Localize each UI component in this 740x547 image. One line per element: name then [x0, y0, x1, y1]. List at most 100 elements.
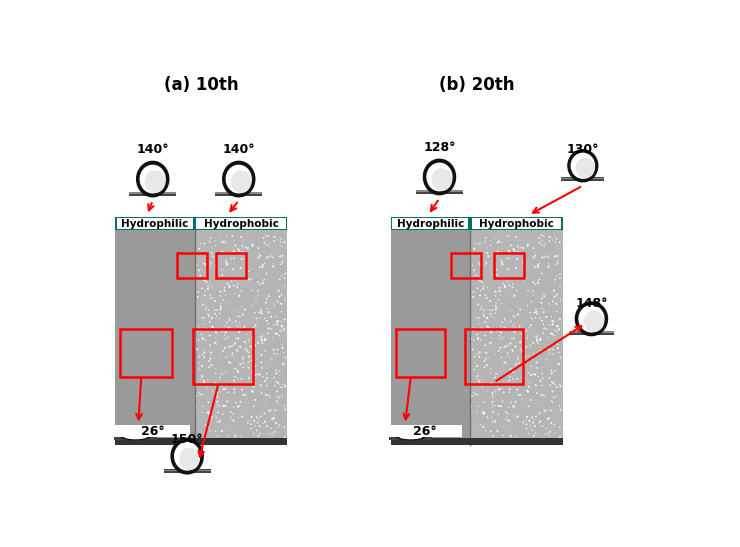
Point — [260, 399, 272, 408]
Point — [225, 415, 237, 424]
Point — [544, 373, 556, 382]
Ellipse shape — [124, 433, 147, 439]
Point — [538, 391, 550, 399]
Point — [251, 413, 263, 422]
Point — [235, 398, 246, 406]
Point — [257, 260, 269, 269]
Point — [192, 288, 204, 296]
Point — [532, 260, 544, 269]
Point — [542, 259, 554, 268]
Point — [489, 350, 501, 359]
Point — [479, 317, 491, 326]
Point — [218, 346, 229, 355]
Point — [414, 220, 425, 229]
Point — [514, 224, 526, 232]
Point — [258, 223, 270, 232]
Point — [252, 350, 264, 358]
Point — [232, 276, 243, 284]
Point — [249, 216, 260, 224]
Point — [223, 323, 235, 331]
Point — [523, 323, 535, 332]
Point — [545, 419, 557, 428]
Point — [235, 232, 246, 241]
Point — [508, 292, 520, 300]
Point — [532, 218, 544, 226]
Point — [195, 374, 206, 382]
Point — [226, 216, 238, 224]
Point — [234, 400, 246, 409]
Point — [218, 385, 230, 393]
Point — [536, 374, 548, 382]
Point — [252, 317, 263, 325]
Point — [243, 348, 255, 357]
Text: 140°: 140° — [223, 143, 255, 156]
Point — [258, 409, 270, 418]
Point — [529, 313, 541, 322]
Point — [486, 312, 498, 321]
Point — [538, 231, 550, 240]
Point — [552, 322, 564, 331]
Point — [524, 216, 536, 224]
Point — [246, 242, 258, 251]
Point — [516, 330, 528, 339]
Point — [126, 215, 138, 224]
Point — [472, 401, 484, 410]
Point — [226, 318, 238, 327]
Point — [279, 382, 291, 391]
Point — [261, 304, 273, 313]
Point — [197, 300, 209, 309]
Point — [554, 274, 566, 283]
Point — [521, 264, 533, 273]
Point — [235, 360, 246, 369]
Point — [215, 305, 226, 313]
Point — [549, 275, 561, 284]
Point — [549, 380, 561, 389]
Point — [543, 345, 555, 354]
Point — [204, 318, 215, 327]
Point — [536, 240, 548, 249]
Point — [470, 271, 482, 280]
Point — [532, 275, 544, 284]
Point — [231, 346, 243, 354]
Point — [508, 312, 519, 321]
Point — [525, 421, 536, 430]
Point — [543, 414, 555, 422]
Point — [243, 275, 255, 284]
Point — [215, 265, 227, 274]
Point — [130, 224, 142, 232]
Point — [223, 344, 235, 352]
Point — [238, 323, 250, 332]
Point — [538, 292, 550, 300]
Point — [489, 418, 501, 427]
Point — [218, 223, 229, 232]
Point — [551, 242, 562, 251]
Point — [508, 402, 519, 411]
Point — [527, 354, 539, 363]
Point — [239, 216, 251, 225]
Point — [522, 351, 534, 360]
Point — [261, 316, 273, 325]
Point — [529, 370, 541, 379]
Point — [130, 214, 142, 223]
Point — [511, 302, 523, 311]
Point — [554, 381, 566, 390]
Point — [243, 363, 255, 372]
Bar — [115, 217, 287, 230]
Point — [496, 258, 508, 267]
Point — [493, 346, 505, 355]
Point — [243, 352, 255, 361]
Point — [221, 384, 232, 393]
Point — [515, 243, 527, 252]
Point — [255, 333, 267, 341]
Point — [447, 222, 459, 230]
Point — [216, 370, 228, 379]
Point — [229, 388, 240, 397]
Text: 148°: 148° — [575, 297, 608, 310]
Point — [228, 416, 240, 425]
Point — [496, 260, 508, 269]
Point — [269, 381, 281, 389]
Point — [252, 337, 264, 346]
Point — [232, 366, 243, 375]
Point — [484, 306, 496, 315]
Point — [232, 368, 244, 376]
